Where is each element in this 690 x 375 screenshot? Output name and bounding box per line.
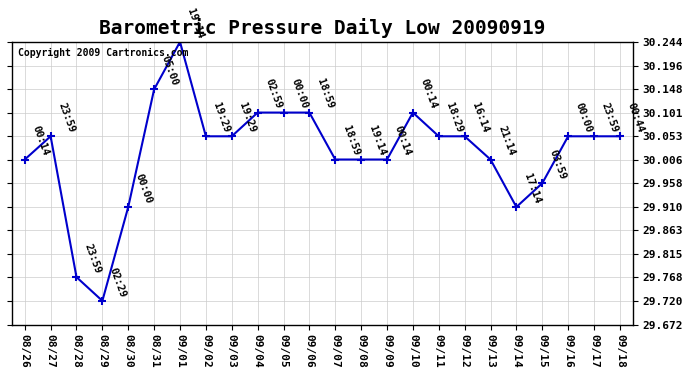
- Text: 21:14: 21:14: [496, 124, 516, 158]
- Text: 23:59: 23:59: [600, 101, 620, 134]
- Text: 18:29: 18:29: [444, 101, 464, 134]
- Text: 23:59: 23:59: [56, 101, 77, 134]
- Text: 17:14: 17:14: [522, 172, 542, 205]
- Title: Barometric Pressure Daily Low 20090919: Barometric Pressure Daily Low 20090919: [99, 18, 546, 38]
- Text: Copyright 2009 Cartronics.com: Copyright 2009 Cartronics.com: [18, 48, 188, 58]
- Text: 00:00: 00:00: [289, 78, 309, 110]
- Text: 19:29: 19:29: [237, 101, 257, 134]
- Text: 00:14: 00:14: [418, 78, 439, 110]
- Text: 18:59: 18:59: [341, 124, 361, 158]
- Text: 05:00: 05:00: [159, 54, 180, 87]
- Text: 00:14: 00:14: [30, 124, 50, 158]
- Text: 19:14: 19:14: [366, 124, 387, 158]
- Text: 00:00: 00:00: [573, 101, 594, 134]
- Text: 00:00: 00:00: [134, 172, 154, 205]
- Text: 03:59: 03:59: [548, 148, 568, 181]
- Text: 18:59: 18:59: [315, 78, 335, 110]
- Text: 02:29: 02:29: [108, 266, 128, 299]
- Text: 16:14: 16:14: [470, 101, 491, 134]
- Text: 02:59: 02:59: [263, 78, 284, 110]
- Text: 00:44: 00:44: [625, 101, 646, 134]
- Text: 19:14: 19:14: [186, 7, 206, 40]
- Text: 23:59: 23:59: [82, 242, 102, 275]
- Text: 00:14: 00:14: [393, 124, 413, 158]
- Text: 19:29: 19:29: [211, 101, 232, 134]
